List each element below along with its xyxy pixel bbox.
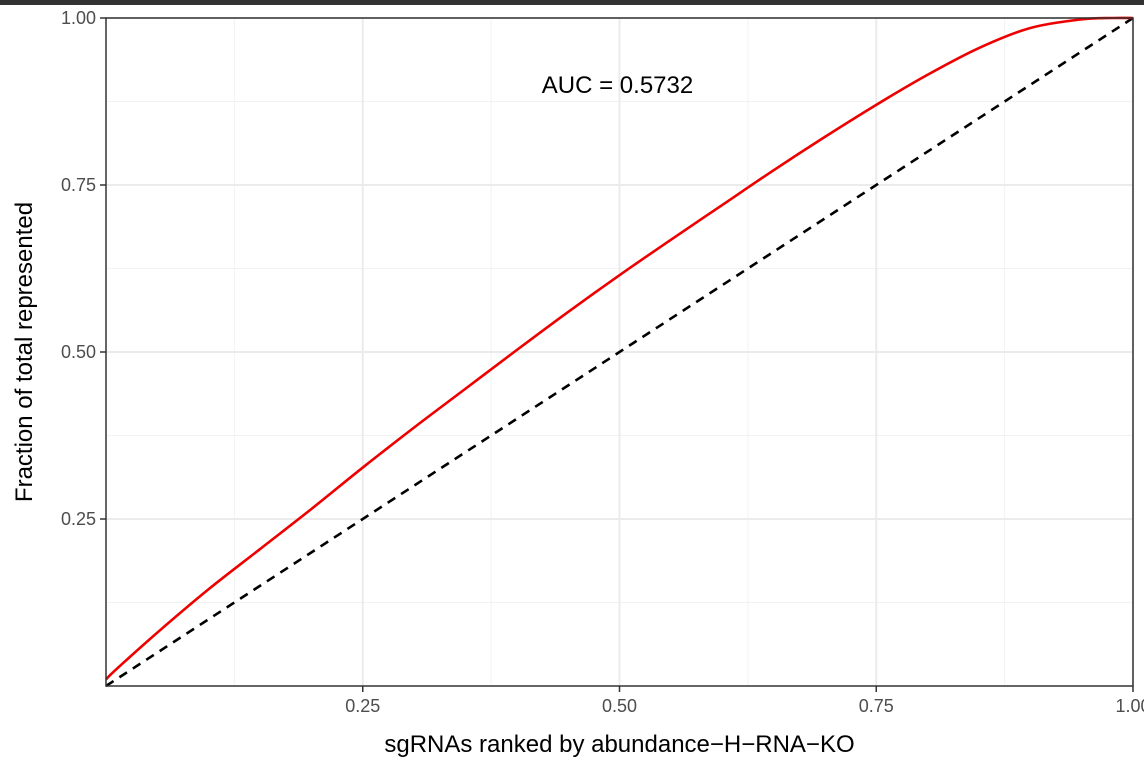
x-tick-label: 0.50 [602, 696, 637, 716]
y-tick-label: 0.50 [61, 342, 96, 362]
x-axis-ticks: 0.25 0.50 0.75 1.00 [345, 686, 1144, 716]
y-tick-label: 0.25 [61, 509, 96, 529]
x-axis-title: sgRNAs ranked by abundance−H−RNA−KO [384, 731, 854, 758]
reference-diagonal-line [105, 16, 1134, 688]
x-tick-label: 0.25 [345, 696, 380, 716]
y-tick-label: 1.00 [61, 8, 96, 28]
top-bar [0, 0, 1144, 5]
x-tick-label: 1.00 [1115, 696, 1144, 716]
y-axis-title: Fraction of total represented [11, 202, 38, 502]
x-tick-label: 0.75 [859, 696, 894, 716]
cumulative-curve-line [105, 16, 1134, 681]
series-layer [105, 16, 1134, 688]
y-axis-ticks: 0.25 0.50 0.75 1.00 [61, 8, 106, 529]
auc-annotation: AUC = 0.5732 [542, 72, 693, 99]
y-tick-label: 0.75 [61, 175, 96, 195]
